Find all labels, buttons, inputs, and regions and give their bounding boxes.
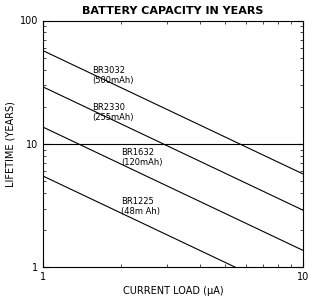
Title: BATTERY CAPACITY IN YEARS: BATTERY CAPACITY IN YEARS — [83, 5, 264, 16]
Text: BR2330
(255mAh): BR2330 (255mAh) — [93, 103, 134, 122]
Text: BR1632
(120mAh): BR1632 (120mAh) — [121, 148, 163, 167]
X-axis label: CURRENT LOAD (μA): CURRENT LOAD (μA) — [123, 286, 223, 297]
Text: BR3032
(500mAh): BR3032 (500mAh) — [93, 66, 134, 85]
Text: BR1225
(48m Ah): BR1225 (48m Ah) — [121, 197, 160, 217]
Y-axis label: LIFETIME (YEARS): LIFETIME (YEARS) — [6, 101, 15, 187]
